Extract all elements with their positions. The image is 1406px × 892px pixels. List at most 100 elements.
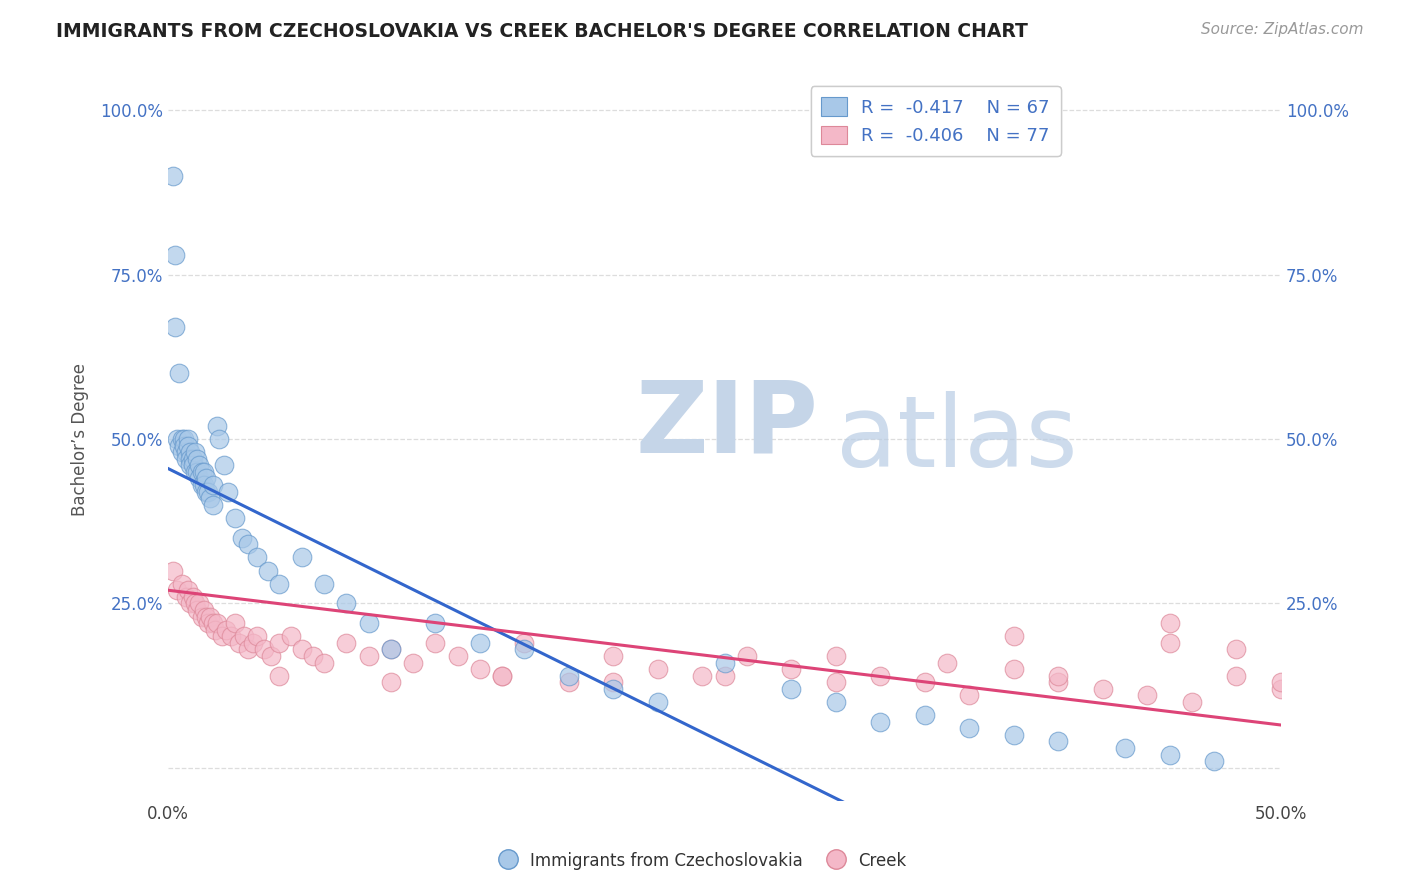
- Point: [1181, 695, 1204, 709]
- Point: [602, 681, 624, 696]
- Point: [1091, 681, 1114, 696]
- Point: [166, 432, 188, 446]
- Point: [253, 642, 276, 657]
- Legend: Immigrants from Czechoslovakia, Creek: Immigrants from Czechoslovakia, Creek: [495, 847, 911, 875]
- Text: atlas: atlas: [835, 391, 1077, 488]
- Point: [1047, 734, 1070, 748]
- Point: [468, 636, 491, 650]
- Point: [190, 609, 212, 624]
- Point: [186, 451, 208, 466]
- Point: [190, 465, 212, 479]
- Point: [181, 590, 204, 604]
- Point: [446, 648, 468, 663]
- Point: [217, 484, 239, 499]
- Point: [1114, 741, 1136, 756]
- Point: [195, 471, 218, 485]
- Point: [162, 169, 184, 183]
- Point: [558, 669, 581, 683]
- Point: [166, 583, 188, 598]
- Point: [312, 576, 335, 591]
- Point: [1047, 669, 1070, 683]
- Point: [179, 596, 201, 610]
- Point: [269, 669, 291, 683]
- Point: [188, 458, 211, 473]
- Point: [231, 531, 253, 545]
- Point: [269, 576, 291, 591]
- Point: [869, 714, 891, 729]
- Point: [357, 616, 380, 631]
- Point: [242, 636, 264, 650]
- Point: [170, 445, 193, 459]
- Point: [1047, 675, 1070, 690]
- Point: [380, 675, 402, 690]
- Point: [177, 432, 200, 446]
- Point: [184, 445, 207, 459]
- Point: [491, 669, 513, 683]
- Point: [491, 669, 513, 683]
- Point: [780, 681, 803, 696]
- Point: [193, 465, 215, 479]
- Point: [312, 656, 335, 670]
- Point: [208, 432, 231, 446]
- Point: [205, 418, 228, 433]
- Point: [193, 603, 215, 617]
- Point: [380, 642, 402, 657]
- Point: [824, 648, 846, 663]
- Point: [914, 708, 936, 723]
- Point: [201, 498, 224, 512]
- Point: [402, 656, 425, 670]
- Point: [647, 662, 669, 676]
- Point: [1002, 728, 1025, 742]
- Point: [174, 451, 197, 466]
- Point: [193, 478, 215, 492]
- Point: [170, 576, 193, 591]
- Legend: R =  -0.417    N = 67, R =  -0.406    N = 77: R = -0.417 N = 67, R = -0.406 N = 77: [811, 87, 1060, 156]
- Point: [713, 656, 735, 670]
- Point: [224, 511, 246, 525]
- Point: [1002, 629, 1025, 643]
- Point: [1159, 747, 1181, 762]
- Point: [238, 537, 260, 551]
- Point: [957, 689, 980, 703]
- Point: [513, 642, 536, 657]
- Point: [163, 320, 186, 334]
- Point: [936, 656, 959, 670]
- Point: [181, 458, 204, 473]
- Point: [224, 616, 246, 631]
- Point: [257, 564, 280, 578]
- Point: [1225, 669, 1247, 683]
- Point: [824, 695, 846, 709]
- Point: [425, 636, 447, 650]
- Point: [212, 458, 235, 473]
- Point: [1002, 662, 1025, 676]
- Point: [173, 439, 195, 453]
- Point: [957, 721, 980, 735]
- Point: [163, 248, 186, 262]
- Point: [200, 609, 222, 624]
- Point: [246, 629, 269, 643]
- Point: [186, 465, 208, 479]
- Point: [1159, 616, 1181, 631]
- Point: [179, 445, 201, 459]
- Point: [179, 451, 201, 466]
- Point: [205, 616, 228, 631]
- Point: [914, 675, 936, 690]
- Point: [558, 675, 581, 690]
- Point: [197, 616, 219, 631]
- Point: [468, 662, 491, 676]
- Point: [170, 432, 193, 446]
- Point: [232, 629, 254, 643]
- Point: [280, 629, 302, 643]
- Point: [1136, 689, 1159, 703]
- Point: [188, 471, 211, 485]
- Point: [184, 596, 207, 610]
- Point: [647, 695, 669, 709]
- Point: [713, 669, 735, 683]
- Text: IMMIGRANTS FROM CZECHOSLOVAKIA VS CREEK BACHELOR'S DEGREE CORRELATION CHART: IMMIGRANTS FROM CZECHOSLOVAKIA VS CREEK …: [56, 22, 1028, 41]
- Point: [238, 642, 260, 657]
- Point: [211, 629, 233, 643]
- Point: [173, 432, 195, 446]
- Point: [513, 636, 536, 650]
- Text: Source: ZipAtlas.com: Source: ZipAtlas.com: [1201, 22, 1364, 37]
- Point: [735, 648, 758, 663]
